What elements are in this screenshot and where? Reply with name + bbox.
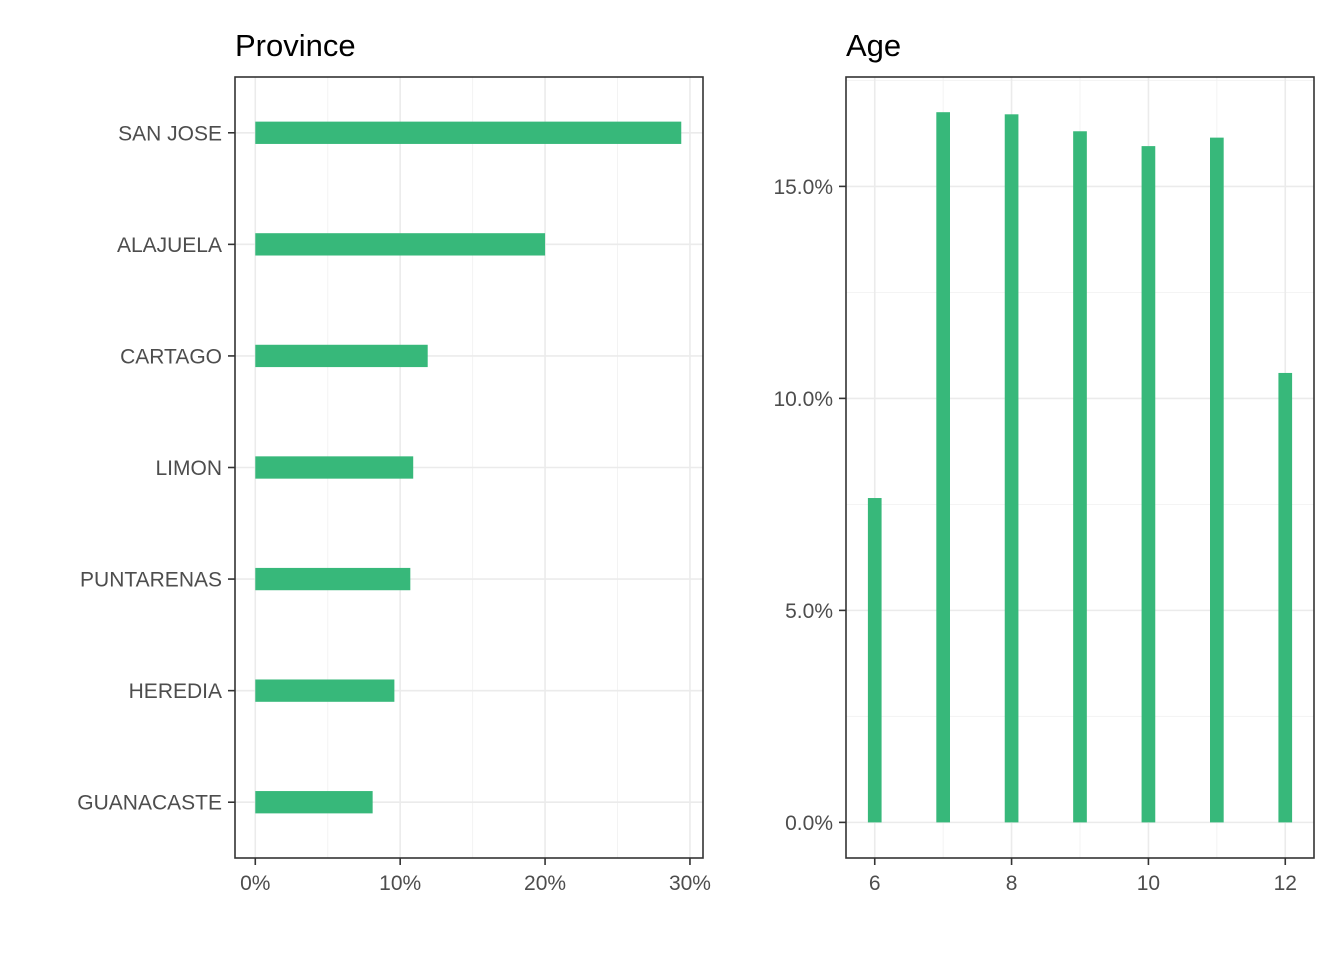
age-y-tick-label: 10.0% [773, 388, 833, 411]
age-y-tick-label: 15.0% [773, 176, 833, 199]
age-y-tick-label: 0.0% [785, 812, 833, 835]
province-bar [255, 344, 428, 368]
province-bar [255, 121, 682, 144]
age-bar [1278, 372, 1293, 823]
province-axis-ticks: 0% 10% 20% 30% SAN JOSE ALAJUELA CARTAGO LIMON P… [77, 122, 711, 895]
age-chart-panel: Age 6 8 10 12 0.0% 5.0% 10.0% 15.0% [773, 28, 1315, 895]
province-bar [255, 679, 395, 702]
province-x-tick-label: 0% [240, 872, 270, 895]
age-bar [1073, 131, 1087, 823]
age-bar [867, 498, 882, 823]
province-bar [255, 567, 411, 591]
province-category-label: HEREDIA [129, 680, 222, 703]
province-category-label: LIMON [155, 457, 222, 480]
age-axis-ticks: 6 8 10 12 0.0% 5.0% 10.0% 15.0% [773, 176, 1296, 895]
age-plot-frame [845, 76, 1315, 859]
age-x-tick-label: 12 [1274, 872, 1297, 895]
province-x-tick-label: 20% [524, 872, 566, 895]
province-bar [255, 456, 414, 479]
province-x-tick-label: 30% [669, 872, 711, 895]
age-bar [936, 112, 950, 823]
age-x-tick-label: 8 [1006, 872, 1018, 895]
age-y-tick-label: 5.0% [785, 600, 833, 623]
province-bar [255, 233, 546, 256]
province-bars [255, 121, 682, 814]
age-bars [867, 112, 1293, 823]
age-x-tick-label: 6 [869, 872, 881, 895]
age-bar [1141, 146, 1156, 823]
province-chart-panel: Province 0% 10% 20% 30% SAN JOSE ALAJUELA CART… [77, 28, 711, 895]
province-category-label: SAN JOSE [118, 122, 222, 145]
province-category-label: CARTAGO [120, 345, 222, 368]
age-chart-title: Age [846, 28, 901, 63]
province-bar [255, 791, 373, 814]
province-x-tick-label: 10% [379, 872, 421, 895]
province-category-label: PUNTARENAS [80, 569, 222, 592]
age-bar [1004, 114, 1019, 823]
province-category-label: ALAJUELA [117, 234, 222, 257]
province-chart-title: Province [235, 28, 356, 63]
age-bar [1210, 137, 1224, 823]
age-x-tick-label: 10 [1137, 872, 1160, 895]
province-category-label: GUANACASTE [77, 792, 222, 815]
